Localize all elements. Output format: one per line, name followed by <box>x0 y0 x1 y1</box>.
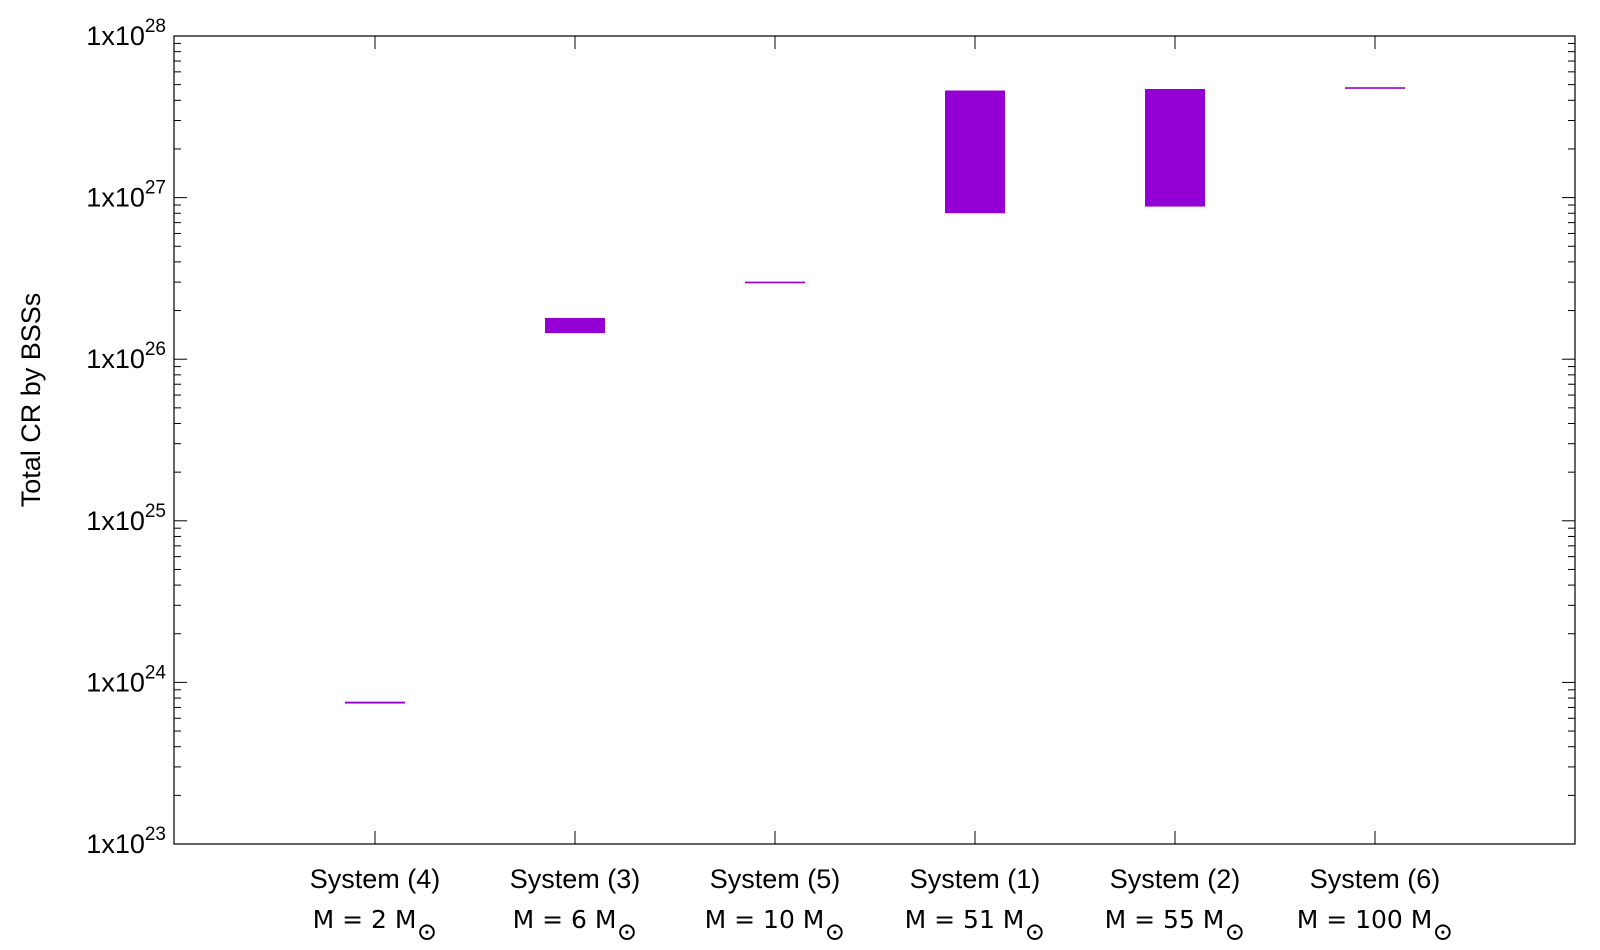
bars <box>345 87 1405 704</box>
category-label: System (2) <box>1110 864 1241 894</box>
x-category-labels: System (4)M = 2 M⊙System (3)M = 6 M⊙Syst… <box>310 864 1454 946</box>
mass-label: M = 6 M⊙ <box>513 905 638 946</box>
y-tick-exponent: 28 <box>145 16 166 37</box>
solar-mass-symbol: ⊙ <box>616 917 637 946</box>
y-tick-exponent: 24 <box>145 662 167 683</box>
axis-ticks <box>174 36 1575 845</box>
category-label: System (5) <box>710 864 841 894</box>
category-label: System (4) <box>310 864 441 894</box>
y-tick-exponent: 23 <box>145 824 166 845</box>
solar-mass-symbol: ⊙ <box>416 917 437 946</box>
range-bar <box>945 90 1005 214</box>
y-tick-label: 1x1026 <box>86 339 166 374</box>
range-bar <box>345 701 405 704</box>
y-tick-label: 1x1027 <box>86 178 166 213</box>
y-tick-base: 1x10 <box>86 183 145 213</box>
y-tick-base: 1x10 <box>86 506 145 536</box>
solar-mass-symbol: ⊙ <box>1432 917 1453 946</box>
category-label: System (3) <box>510 864 641 894</box>
y-tick-base: 1x10 <box>86 829 145 859</box>
mass-label: M = 100 M⊙ <box>1297 905 1454 946</box>
range-bar <box>745 281 805 284</box>
y-tick-label: 1x1028 <box>86 16 166 51</box>
mass-value: M = 51 M <box>905 905 1025 934</box>
y-tick-base: 1x10 <box>86 21 145 51</box>
y-tick-base: 1x10 <box>86 667 145 697</box>
y-tick-base: 1x10 <box>86 344 145 374</box>
y-tick-label: 1x1024 <box>86 662 166 697</box>
range-bar <box>545 317 605 334</box>
mass-label: M = 10 M⊙ <box>705 905 846 946</box>
mass-label: M = 51 M⊙ <box>905 905 1046 946</box>
mass-label: M = 55 M⊙ <box>1105 905 1246 946</box>
y-tick-exponent: 25 <box>145 501 166 522</box>
y-tick-label: 1x1025 <box>86 501 166 536</box>
range-bar <box>1345 87 1405 89</box>
mass-label: M = 2 M⊙ <box>313 905 438 946</box>
mass-value: M = 10 M <box>705 905 825 934</box>
y-tick-label: 1x1023 <box>86 824 166 859</box>
y-tick-exponent: 26 <box>145 339 166 360</box>
mass-value: M = 55 M <box>1105 905 1225 934</box>
mass-value: M = 6 M <box>513 905 617 934</box>
solar-mass-symbol: ⊙ <box>1024 917 1045 946</box>
plot-frame <box>173 35 1576 845</box>
mass-value: M = 2 M <box>313 905 417 934</box>
category-label: System (1) <box>910 864 1041 894</box>
y-axis-title: Total CR by BSSs <box>16 293 46 508</box>
range-bar <box>1145 88 1205 207</box>
y-tick-exponent: 27 <box>145 178 166 199</box>
solar-mass-symbol: ⊙ <box>1224 917 1245 946</box>
solar-mass-symbol: ⊙ <box>824 917 845 946</box>
category-label: System (6) <box>1310 864 1441 894</box>
mass-value: M = 100 M <box>1297 905 1433 934</box>
